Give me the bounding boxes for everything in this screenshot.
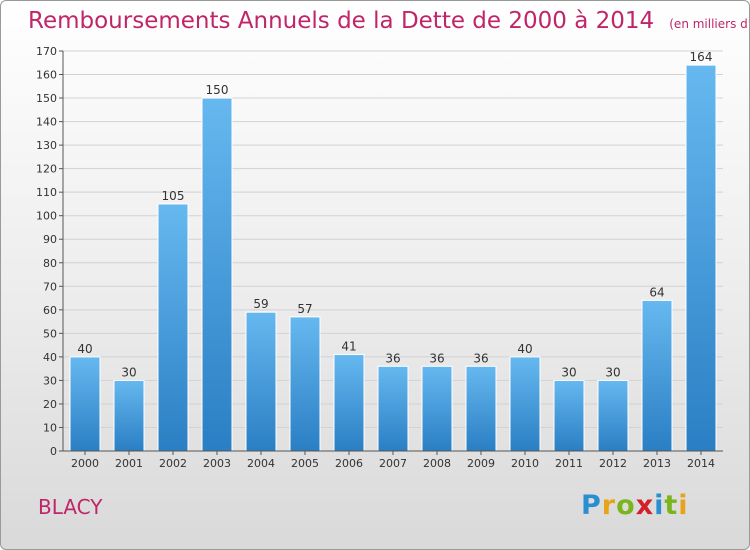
bar-value-label: 40 (517, 342, 532, 356)
bar-2003 (201, 97, 233, 452)
x-tick-label: 2010 (511, 457, 539, 470)
bar-value-label: 105 (162, 189, 185, 203)
bar-value-label: 57 (297, 302, 312, 316)
x-tick-label: 2012 (599, 457, 627, 470)
bar-2007 (377, 365, 409, 452)
y-tick-label: 10 (43, 421, 57, 434)
y-tick-label: 120 (36, 163, 57, 176)
x-tick-label: 2009 (467, 457, 495, 470)
bar-2000 (69, 356, 101, 452)
bar-2009 (465, 365, 497, 452)
bar-value-label: 40 (77, 342, 92, 356)
bar-2004 (245, 311, 277, 452)
bar-2011 (553, 379, 585, 452)
x-tick-label: 2006 (335, 457, 363, 470)
bar-2013 (641, 299, 673, 452)
x-tick-label: 2011 (555, 457, 583, 470)
bar-2001 (113, 379, 145, 452)
x-tick-label: 2008 (423, 457, 451, 470)
bar-value-label: 164 (690, 50, 713, 64)
bar-2012 (597, 379, 629, 452)
y-tick-label: 110 (36, 186, 57, 199)
bar-2005 (289, 316, 321, 452)
x-tick-label: 2000 (71, 457, 99, 470)
y-tick-label: 80 (43, 257, 57, 270)
axis-layer: 0 10 20 30 40 50 60 70 80 90 100 110 120 130 140 150 160… (36, 45, 723, 470)
x-tick-label: 2004 (247, 457, 275, 470)
bar-2014 (685, 64, 717, 452)
bar-2010 (509, 356, 541, 452)
y-tick-label: 40 (43, 351, 57, 364)
bar-value-label: 64 (649, 285, 664, 299)
bar-2006 (333, 354, 365, 452)
commune-name: BLACY (38, 495, 103, 519)
y-tick-label: 50 (43, 327, 57, 340)
y-tick-label: 30 (43, 374, 57, 387)
bar-value-label: 150 (206, 83, 229, 97)
x-tick-label: 2003 (203, 457, 231, 470)
bar-value-label: 30 (121, 365, 136, 379)
bar-2002 (157, 203, 189, 452)
y-tick-label: 90 (43, 233, 57, 246)
bar-value-label: 36 (429, 351, 444, 365)
chart-unit: (en milliers d'€) (669, 17, 750, 31)
bar-2008 (421, 365, 453, 452)
y-tick-label: 140 (36, 116, 57, 129)
proxiti-logo: Proxiti (581, 490, 689, 521)
x-tick-label: 2007 (379, 457, 407, 470)
y-tick-label: 20 (43, 398, 57, 411)
y-tick-label: 170 (36, 45, 57, 58)
bar-value-label: 41 (341, 340, 356, 354)
x-tick-label: 2001 (115, 457, 143, 470)
chart-title: Remboursements Annuels de la Dette de 20… (28, 8, 655, 34)
y-tick-label: 100 (36, 210, 57, 223)
bar-value-label: 36 (385, 351, 400, 365)
y-tick-label: 70 (43, 280, 57, 293)
y-tick-label: 160 (36, 69, 57, 82)
y-tick-label: 130 (36, 139, 57, 152)
bar-value-label: 36 (473, 351, 488, 365)
x-tick-label: 2002 (159, 457, 187, 470)
y-tick-label: 150 (36, 92, 57, 105)
bar-layer: 40 30 105 150 59 57 41 36 36 36 40 30 30 64 164 (69, 50, 717, 452)
y-tick-label: 0 (50, 445, 57, 458)
bar-value-label: 30 (605, 365, 620, 379)
x-tick-label: 2014 (687, 457, 715, 470)
y-tick-label: 60 (43, 304, 57, 317)
x-tick-label: 2013 (643, 457, 671, 470)
bar-value-label: 59 (253, 297, 268, 311)
x-tick-label: 2005 (291, 457, 319, 470)
bar-value-label: 30 (561, 365, 576, 379)
chart-title-block: Remboursements Annuels de la Dette de 20… (28, 8, 750, 34)
